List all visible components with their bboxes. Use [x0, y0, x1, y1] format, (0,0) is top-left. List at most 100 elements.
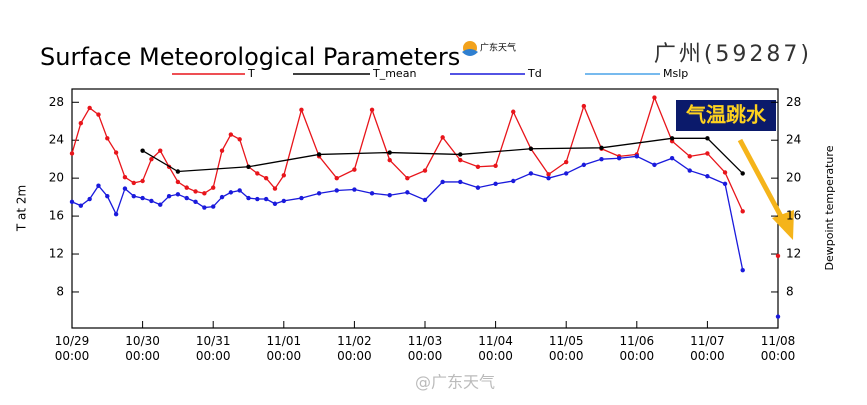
logo: 广东天气	[462, 41, 516, 56]
point	[705, 151, 710, 156]
point	[158, 202, 163, 207]
point	[122, 175, 128, 180]
point	[219, 148, 225, 153]
point	[113, 150, 119, 155]
point	[599, 145, 604, 151]
y2-tick-label: 16	[786, 209, 801, 223]
point	[669, 156, 675, 161]
point	[246, 195, 251, 201]
point	[228, 132, 234, 137]
point	[352, 167, 357, 172]
point	[352, 187, 357, 192]
point	[202, 205, 207, 210]
point	[440, 135, 445, 140]
annotation-arrow	[737, 138, 794, 240]
y2-tick-label: 24	[786, 133, 801, 147]
point	[722, 181, 728, 187]
logo-text: 广东天气	[480, 42, 516, 54]
point	[722, 170, 728, 175]
plot-frame	[71, 88, 779, 329]
point	[458, 179, 463, 185]
point	[281, 198, 286, 204]
series-line	[72, 98, 778, 256]
point	[581, 103, 587, 109]
y-tick-label: 12	[49, 247, 64, 261]
point	[211, 204, 216, 209]
point	[369, 107, 375, 113]
point	[96, 183, 101, 188]
point	[272, 201, 278, 206]
point	[581, 162, 587, 168]
x-tick-label: 11/02 00:00	[337, 334, 372, 363]
point	[175, 179, 181, 185]
y2-axis-label: Dewpoint temperature	[823, 145, 836, 270]
point	[281, 173, 286, 178]
point	[669, 136, 675, 141]
legend-label: T_mean	[372, 67, 416, 80]
point	[528, 146, 534, 151]
point	[528, 171, 534, 176]
x-tick-label: 11/04 00:00	[478, 334, 513, 363]
point	[564, 159, 569, 165]
point	[87, 196, 92, 202]
point	[493, 181, 498, 187]
point	[69, 151, 75, 156]
x-tick-label: 11/06 00:00	[620, 334, 655, 363]
x-tick-label: 11/05 00:00	[549, 334, 584, 363]
annotation-box	[676, 100, 776, 131]
x-tick-label: 11/01 00:00	[267, 334, 302, 363]
logo-icon	[462, 49, 478, 56]
y-tick-label: 20	[49, 171, 64, 185]
point	[458, 157, 463, 163]
point	[405, 175, 410, 181]
watermark: @广东天气	[415, 373, 495, 392]
x-tick-label: 10/31 00:00	[196, 334, 231, 363]
x-tick-label: 10/30 00:00	[125, 334, 160, 363]
point	[316, 191, 322, 196]
y2-tick-label: 28	[786, 95, 801, 109]
point	[705, 136, 710, 141]
point	[299, 195, 304, 201]
point	[687, 154, 692, 159]
point	[184, 195, 189, 201]
point	[775, 253, 781, 259]
arrow-shaft	[737, 138, 787, 224]
point	[652, 95, 657, 100]
x-tick-label: 11/03 00:00	[408, 334, 443, 363]
point	[263, 175, 269, 181]
point	[149, 156, 154, 162]
subtitle: 广州(59287)	[654, 42, 812, 67]
legend-label: Td	[527, 67, 542, 80]
point	[740, 267, 745, 273]
y2-tick-label: 8	[786, 284, 794, 298]
point	[740, 209, 745, 214]
y-tick-label: 28	[49, 95, 64, 109]
point	[475, 164, 481, 169]
point	[316, 152, 322, 157]
point	[228, 190, 234, 195]
y-tick-label: 24	[49, 133, 64, 147]
point	[387, 157, 392, 163]
legend-label: Mslp	[663, 67, 688, 80]
point	[140, 195, 145, 201]
point	[105, 193, 110, 199]
point	[740, 171, 745, 176]
point	[564, 171, 569, 176]
x-tick-label: 11/08 00:00	[761, 334, 796, 363]
point	[202, 191, 207, 196]
point	[113, 211, 119, 217]
chart-title: Surface Meteorological Parameters	[40, 43, 460, 71]
point	[511, 109, 516, 114]
point	[387, 193, 392, 198]
point	[87, 105, 92, 111]
y-tick-label: 16	[49, 209, 64, 223]
point	[149, 198, 154, 204]
point	[122, 186, 128, 191]
point	[211, 185, 216, 190]
point	[237, 137, 242, 142]
point	[440, 179, 445, 185]
point	[458, 152, 463, 157]
point	[299, 107, 304, 113]
